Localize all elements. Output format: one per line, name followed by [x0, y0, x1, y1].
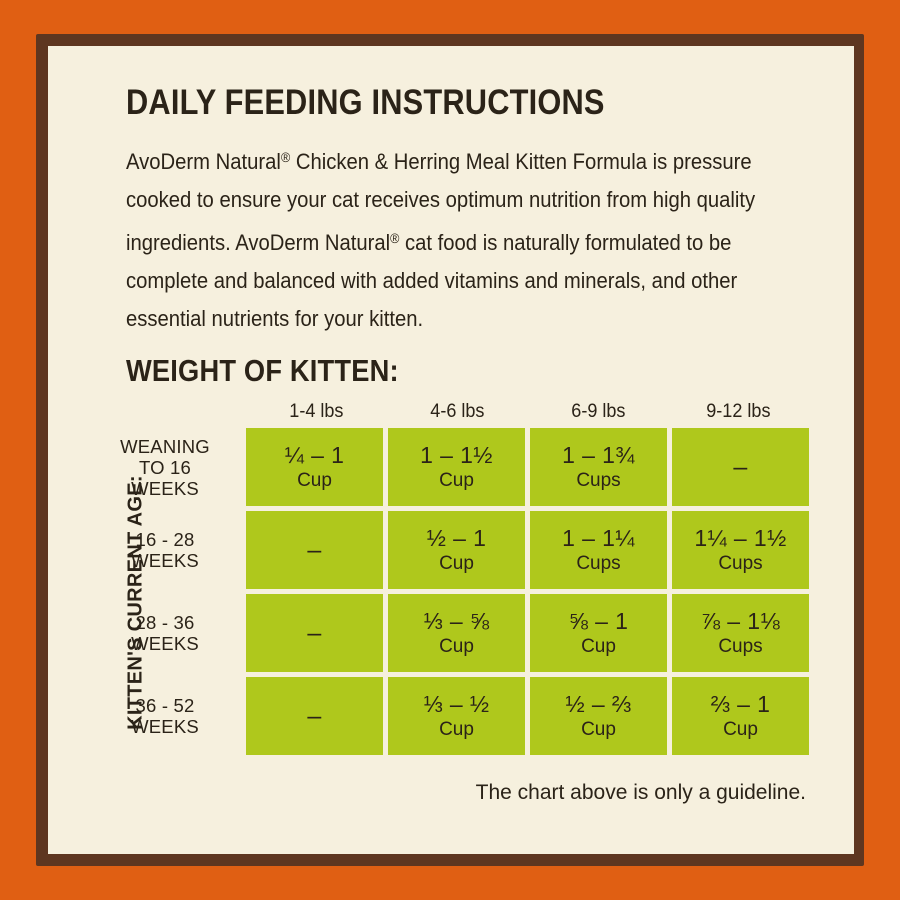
row-header-line: WEEKS — [131, 716, 199, 737]
column-header-weight-0: 1-4 lbs — [289, 401, 344, 422]
label-panel-inner: DAILY FEEDING INSTRUCTIONS AvoDerm Natur… — [48, 46, 854, 854]
row-header-line: WEEKS — [131, 633, 199, 654]
table-row: 16 - 28 WEEKS – ½ – 1 Cup 1 – 1¼ Cups 1¼ – 1½ Cu… — [94, 511, 809, 589]
intro-text-part-2: Chicken & Herring Meal Kitten Formula is… — [126, 148, 756, 255]
table-row: 28 - 36 WEEKS – ⅓ – ⅝ Cup ⅝ – 1 Cup ⅞ – 1⅛ Cups — [94, 594, 809, 672]
feeding-amount-unit: Cup — [439, 553, 474, 574]
column-header-weight-3: 9-12 lbs — [706, 401, 771, 422]
feeding-amount-cell-r3-c3: ⅔ – 1 Cup — [672, 677, 809, 755]
feeding-amount-cell-r0-c3: – — [672, 428, 809, 506]
intro-text-part-3: cat food is naturally formulated to be c… — [126, 229, 738, 331]
registered-trademark-icon-1: ® — [280, 149, 291, 165]
feeding-amount-value: ¼ – 1 — [284, 442, 345, 468]
feeding-amount-cell-r0-c2: 1 – 1¾ Cups — [530, 428, 667, 506]
chart-footnote: The chart above is only a guideline. — [475, 781, 806, 804]
row-header-line: 16 - 28 — [135, 529, 195, 550]
feeding-amount-cell-r1-c1: ½ – 1 Cup — [388, 511, 525, 589]
row-header-line: 28 - 36 — [135, 612, 195, 633]
row-header-age-2: 28 - 36 WEEKS — [94, 594, 246, 672]
table-row: WEANING TO 16 WEEKS ¼ – 1 Cup 1 – 1½ Cup 1 – 1¾… — [94, 428, 809, 506]
row-header-line: WEEKS — [131, 550, 199, 571]
feeding-amount-cell-r3-c1: ⅓ – ½ Cup — [388, 677, 525, 755]
feeding-amount-value: ½ – 1 — [426, 525, 487, 551]
feeding-amount-value: – — [307, 535, 322, 564]
feeding-amount-cell-r0-c0: ¼ – 1 Cup — [246, 428, 383, 506]
intro-paragraph: AvoDerm Natural® Chicken & Herring Meal … — [126, 138, 774, 338]
feeding-amount-unit: Cup — [581, 636, 616, 657]
feeding-amount-unit: Cups — [576, 553, 621, 574]
feeding-amount-cell-r1-c0: – — [246, 511, 383, 589]
feeding-amount-value: 1 – 1¼ — [562, 525, 635, 551]
feeding-amount-cell-r3-c2: ½ – ⅔ Cup — [530, 677, 667, 755]
feeding-amount-cell-r1-c2: 1 – 1¼ Cups — [530, 511, 667, 589]
feeding-amount-unit: Cups — [718, 553, 763, 574]
feeding-amount-value: ⅔ – 1 — [710, 691, 771, 717]
row-header-age-3: 36 - 52 WEEKS — [94, 677, 246, 755]
feeding-amount-unit: Cups — [718, 636, 763, 657]
feeding-amount-unit: Cup — [439, 719, 474, 740]
feeding-amount-value: – — [307, 701, 322, 730]
feeding-amount-unit: Cup — [723, 719, 758, 740]
feeding-amount-value: – — [307, 618, 322, 647]
row-header-line: TO 16 — [138, 456, 192, 478]
feeding-amount-value: 1¼ – 1½ — [694, 525, 787, 551]
feeding-amount-cell-r3-c0: – — [246, 677, 383, 755]
row-header-age-1: 16 - 28 WEEKS — [94, 511, 246, 589]
feeding-amount-cell-r0-c1: 1 – 1½ Cup — [388, 428, 525, 506]
chart-column-header-row: 1-4 lbs 4-6 lbs 6-9 lbs 9-12 lbs — [94, 396, 809, 428]
row-header-line: WEEKS — [131, 477, 199, 499]
feeding-amount-value: ⅓ – ⅝ — [423, 608, 490, 634]
table-row: 36 - 52 WEEKS – ⅓ – ½ Cup ½ – ⅔ Cup ⅔ – 1 Cup — [94, 677, 809, 755]
feeding-amount-value: ⅝ – 1 — [568, 608, 629, 634]
row-header-age-0: WEANING TO 16 WEEKS — [94, 428, 246, 506]
feeding-amount-unit: Cups — [576, 470, 621, 491]
feeding-amount-cell-r1-c3: 1¼ – 1½ Cups — [672, 511, 809, 589]
label-panel: DAILY FEEDING INSTRUCTIONS AvoDerm Natur… — [48, 46, 854, 854]
row-header-line: WEANING — [120, 435, 210, 457]
column-header-weight-2: 6-9 lbs — [570, 401, 625, 422]
page-title: DAILY FEEDING INSTRUCTIONS — [126, 83, 605, 122]
feeding-amount-cell-r2-c2: ⅝ – 1 Cup — [530, 594, 667, 672]
feeding-amount-unit: Cup — [297, 470, 332, 491]
feeding-amount-value: 1 – 1¾ — [562, 442, 635, 468]
feeding-amount-value: – — [733, 452, 748, 481]
feeding-amount-unit: Cup — [581, 719, 616, 740]
chart-body: WEANING TO 16 WEEKS ¼ – 1 Cup 1 – 1½ Cup 1 – 1¾… — [94, 428, 809, 755]
registered-trademark-icon-2: ® — [390, 229, 400, 246]
feeding-amount-cell-r2-c1: ⅓ – ⅝ Cup — [388, 594, 525, 672]
intro-text-part-1: AvoDerm Natural — [126, 148, 281, 174]
feeding-amount-cell-r2-c0: – — [246, 594, 383, 672]
feeding-amount-cell-r2-c3: ⅞ – 1⅛ Cups — [672, 594, 809, 672]
section-title-weight-of-kitten: WEIGHT OF KITTEN: — [126, 353, 399, 388]
feeding-amount-value: ⅓ – ½ — [423, 691, 490, 717]
feeding-amount-unit: Cup — [439, 470, 474, 491]
feeding-amount-value: ⅞ – 1⅛ — [700, 608, 781, 634]
feeding-amount-value: 1 – 1½ — [420, 442, 493, 468]
feeding-chart: 1-4 lbs 4-6 lbs 6-9 lbs 9-12 lbs WEANING… — [94, 396, 809, 755]
feeding-amount-unit: Cup — [439, 636, 474, 657]
row-header-line: 36 - 52 — [135, 695, 195, 716]
column-header-weight-1: 4-6 lbs — [430, 401, 485, 422]
feeding-amount-value: ½ – ⅔ — [565, 691, 632, 717]
